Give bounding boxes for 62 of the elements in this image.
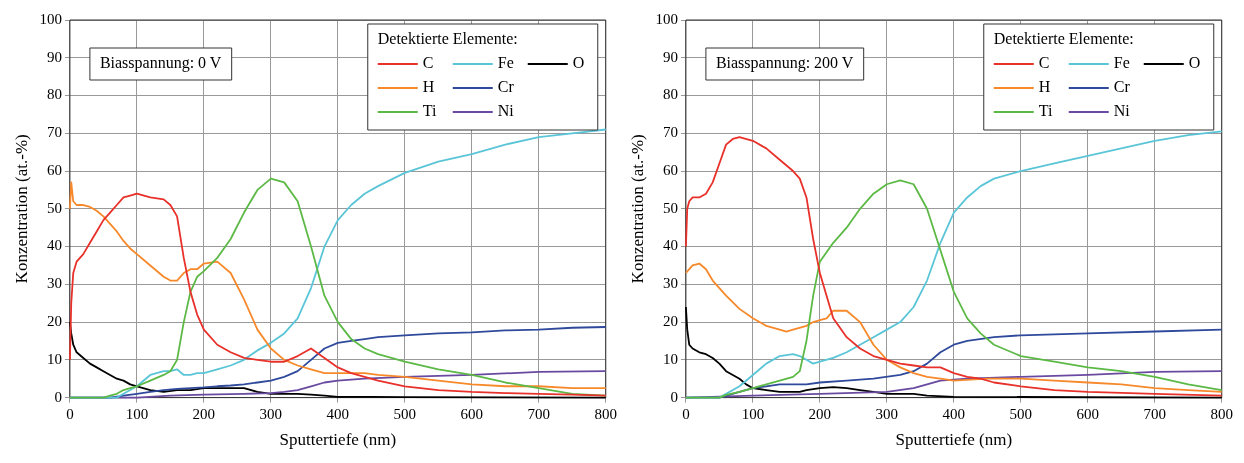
y-tick-label: 90 <box>662 48 678 65</box>
y-tick-label: 10 <box>46 350 62 367</box>
y-tick-label: 10 <box>662 350 678 367</box>
x-tick-label: 500 <box>1009 405 1033 422</box>
x-tick-label: 200 <box>192 405 216 422</box>
y-tick-label: 0 <box>54 388 62 405</box>
legend-label: Fe <box>1113 54 1130 72</box>
y-tick-label: 100 <box>39 10 62 27</box>
x-tick-label: 800 <box>594 405 617 422</box>
x-axis-title: Sputtertiefe (nm) <box>895 430 1013 450</box>
legend-label: Cr <box>497 78 515 96</box>
legend-title: Detektierte Elemente: <box>377 30 518 48</box>
y-tick-label: 70 <box>46 124 62 141</box>
annotation: Biasspannung: 200 V <box>715 54 854 73</box>
x-tick-label: 100 <box>741 405 765 422</box>
legend-label: Ti <box>422 102 437 120</box>
x-tick-label: 0 <box>682 405 690 422</box>
legend-label: C <box>422 54 434 72</box>
y-tick-label: 80 <box>46 86 62 103</box>
legend-label: O <box>1188 54 1201 72</box>
annotation: Biasspannung: 0 V <box>99 54 222 73</box>
x-tick-label: 800 <box>1210 405 1233 422</box>
y-tick-label: 30 <box>662 275 678 292</box>
x-tick-label: 600 <box>1076 405 1100 422</box>
y-tick-label: 70 <box>662 124 678 141</box>
x-tick-label: 600 <box>460 405 484 422</box>
y-tick-label: 0 <box>670 388 678 405</box>
legend-label: Cr <box>1113 78 1131 96</box>
legend-label: Fe <box>497 54 514 72</box>
x-tick-label: 300 <box>259 405 283 422</box>
y-tick-label: 20 <box>662 313 678 330</box>
y-tick-label: 100 <box>655 10 678 27</box>
x-tick-label: 300 <box>875 405 899 422</box>
y-tick-label: 60 <box>46 161 62 178</box>
legend-title: Detektierte Elemente: <box>993 30 1134 48</box>
legend-label: H <box>1038 78 1051 96</box>
y-axis-title: Konzentration (at.-%) <box>627 134 647 284</box>
x-tick-label: 700 <box>527 405 551 422</box>
x-tick-label: 500 <box>393 405 417 422</box>
y-tick-label: 20 <box>46 313 62 330</box>
y-tick-label: 80 <box>662 86 678 103</box>
legend-label: C <box>1038 54 1050 72</box>
x-tick-label: 100 <box>125 405 149 422</box>
x-axis-title: Sputtertiefe (nm) <box>279 430 397 450</box>
legend-label: Ni <box>1113 102 1131 120</box>
y-tick-label: 50 <box>662 199 678 216</box>
legend-label: Ti <box>1038 102 1053 120</box>
x-tick-label: 400 <box>942 405 966 422</box>
y-tick-label: 40 <box>46 237 62 254</box>
y-tick-label: 90 <box>46 48 62 65</box>
x-tick-label: 200 <box>808 405 832 422</box>
y-tick-label: 30 <box>46 275 62 292</box>
x-tick-label: 700 <box>1143 405 1167 422</box>
legend-label: Ni <box>497 102 515 120</box>
y-tick-label: 60 <box>662 161 678 178</box>
x-tick-label: 0 <box>66 405 74 422</box>
legend-label: H <box>422 78 435 96</box>
y-tick-label: 50 <box>46 199 62 216</box>
x-tick-label: 400 <box>326 405 350 422</box>
legend-label: O <box>572 54 585 72</box>
y-axis-title: Konzentration (at.-%) <box>11 134 31 284</box>
y-tick-label: 40 <box>662 237 678 254</box>
